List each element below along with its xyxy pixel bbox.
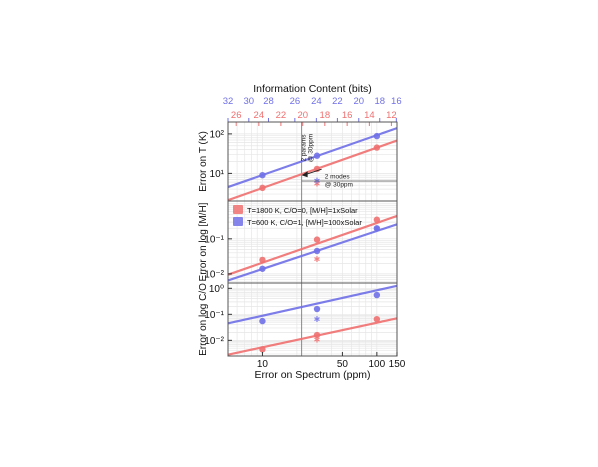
x-tick-label: 10 (257, 359, 269, 370)
y-tick-label: 10⁰ (209, 284, 224, 295)
x-tick-label: 50 (337, 359, 349, 370)
y-axis-label: Error on log [M/H] (198, 202, 209, 281)
x-axis-label: Error on Spectrum (ppm) (254, 369, 370, 381)
star-marker-cool: ✱ (374, 224, 381, 233)
data-point-cool (259, 265, 266, 272)
y-tick-label: 10² (210, 129, 225, 140)
y-tick-label: 10⁻¹ (204, 234, 224, 245)
top-tick-label-hot: 12 (386, 110, 397, 121)
top-tick-label-cool: 18 (374, 96, 385, 107)
top-tick-label-hot: 20 (297, 110, 308, 121)
data-point-cool (373, 132, 381, 140)
data-point-hot (373, 144, 381, 151)
y-tick-label: 10⁻¹ (204, 310, 224, 321)
fit-line-hot (227, 139, 398, 202)
annotation-text: @ 30ppm (308, 134, 315, 162)
top-tick-label-hot: 24 (254, 110, 265, 121)
y-tick-label: 10⁻² (204, 269, 224, 280)
y-tick-label: 10⁻² (204, 336, 224, 347)
data-point-hot (373, 216, 381, 223)
legend-swatch (233, 217, 243, 226)
data-point-cool (259, 317, 266, 325)
legend-swatch (233, 205, 243, 214)
top-tick-label-cool: 28 (263, 96, 274, 107)
top-tick-label-hot: 22 (276, 110, 287, 121)
data-point-cool (313, 305, 321, 313)
star-marker-hot: ✱ (314, 255, 321, 264)
data-point-cool (259, 171, 266, 179)
fit-line-hot (227, 317, 398, 356)
data-point-cool (313, 152, 321, 159)
fit-line-hot (227, 214, 398, 276)
top-tick-label-cool: 32 (223, 96, 234, 107)
star-marker-cool: ✱ (314, 315, 321, 324)
x-tick-label: 100 (369, 359, 386, 370)
annotation-text: 2 modes (325, 174, 351, 181)
data-point-hot (259, 346, 266, 353)
top-axis-title: Information Content (bits) (253, 83, 371, 95)
annotation-text: 2 params (301, 134, 308, 162)
top-tick-label-cool: 20 (353, 96, 364, 107)
top-tick-label-cool: 22 (332, 96, 343, 107)
data-point-cool (373, 291, 381, 299)
top-tick-label-cool: 30 (244, 96, 255, 107)
star-marker-hot: ✱ (314, 179, 321, 188)
legend-label: T=600 K, C/O=1, [M/H]=100xSolar (247, 218, 362, 227)
data-point-cool (313, 247, 321, 255)
data-point-hot (259, 256, 266, 264)
data-point-hot (313, 236, 321, 243)
panel-frame (227, 282, 398, 357)
top-tick-label-hot: 18 (320, 110, 331, 121)
data-point-hot (259, 184, 266, 192)
fit-line-cool (227, 223, 398, 282)
fit-line-cool (227, 284, 398, 325)
top-tick-label-hot: 26 (231, 110, 242, 121)
legend: T=1800 K, C/O=0, [M/H]=1xSolar T=600 K, C… (233, 205, 362, 227)
data-point-hot (373, 315, 381, 323)
top-tick-label-hot: 14 (364, 110, 375, 121)
arrow-head-icon (301, 171, 308, 178)
annotation-text: @ 30ppm (325, 182, 353, 189)
data-point-hot (313, 331, 321, 339)
star-marker-hot: ✱ (314, 335, 321, 344)
legend-label: T=1800 K, C/O=0, [M/H]=1xSolar (247, 206, 358, 215)
top-tick-label-cool: 26 (290, 96, 301, 107)
y-tick-label: 10¹ (210, 169, 225, 180)
top-tick-label-hot: 16 (342, 110, 353, 121)
data-point-cool (373, 225, 381, 232)
x-tick-label: 150 (389, 359, 406, 370)
y-axis-label: Error on T (K) (198, 131, 209, 192)
top-tick-label-cool: 16 (391, 96, 402, 107)
fit-line-cool (227, 127, 398, 189)
y-axis-label: Error on log C/O (198, 283, 209, 356)
top-tick-label-cool: 24 (311, 96, 322, 107)
